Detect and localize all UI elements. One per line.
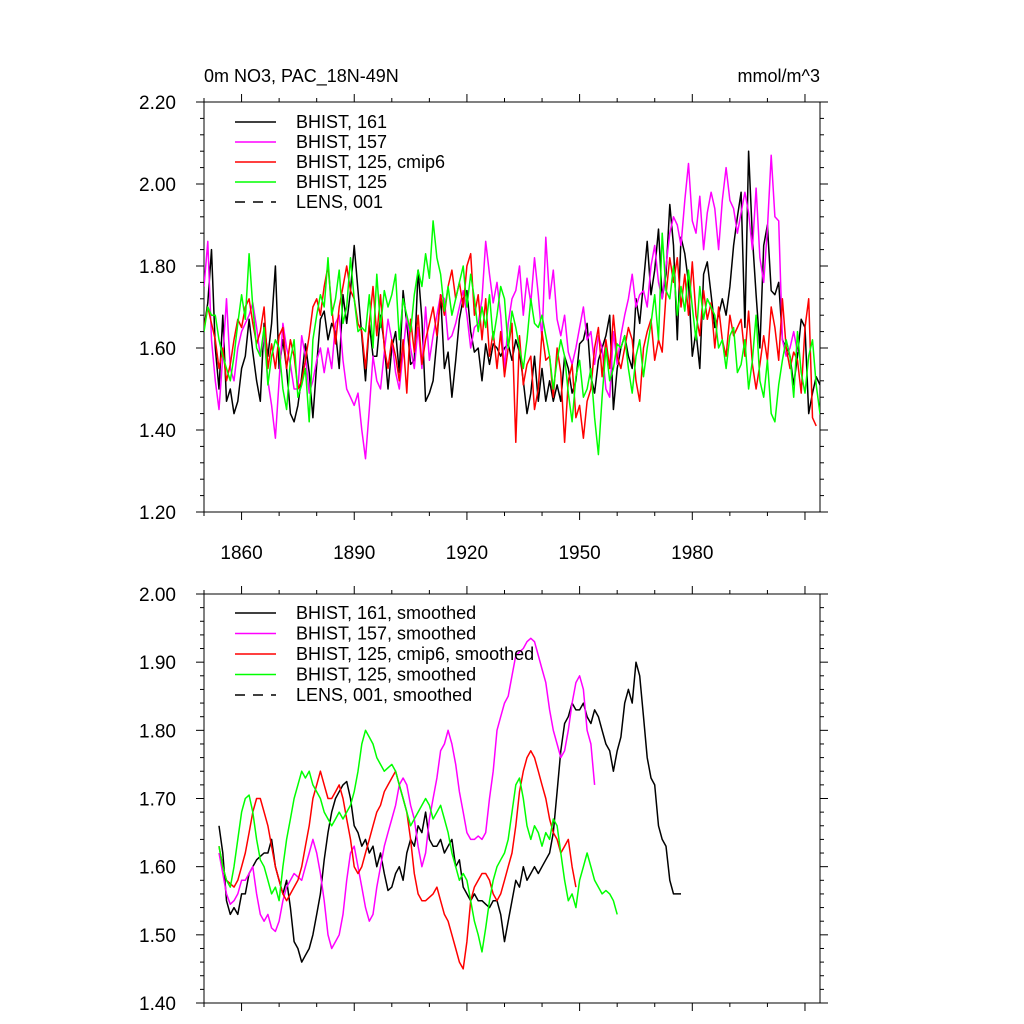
- legend-label: BHIST, 161, smoothed: [296, 603, 476, 623]
- legend-label: BHIST, 157, smoothed: [296, 624, 476, 644]
- x-tick-label: 1860: [220, 543, 262, 564]
- chart-title: 0m NO3, PAC_18N-49N: [204, 66, 399, 87]
- series-line-0: [218, 661, 681, 963]
- y-tick-label: 2.00: [139, 175, 176, 196]
- legend-label: LENS, 001: [296, 192, 383, 212]
- top-panel: 0m NO3, PAC_18N-49N mmol/m^3 1.20 1.40 1.60 1…: [139, 66, 828, 564]
- legend-label: BHIST, 161: [296, 112, 387, 132]
- y-tick-label: 1.40: [139, 994, 176, 1015]
- y-tick-label: 1.80: [139, 257, 176, 278]
- y-tick-label: 1.70: [139, 790, 176, 811]
- x-tick-label: 1980: [671, 543, 713, 564]
- y-tick-label: 2.20: [139, 93, 176, 114]
- y-tick-label: 1.80: [139, 721, 176, 742]
- y-tick-label: 1.60: [139, 339, 176, 360]
- series-line-1: [218, 637, 596, 950]
- x-tick-label: 1890: [333, 543, 375, 564]
- legend-label: BHIST, 125: [296, 172, 387, 192]
- legend-label: BHIST, 125, smoothed: [296, 665, 476, 685]
- y-tick-label: 2.00: [139, 585, 176, 606]
- units-label: mmol/m^3: [738, 66, 820, 86]
- y-tick-label: 1.60: [139, 858, 176, 879]
- y-tick-label: 1.20: [139, 503, 176, 524]
- y-tick-label: 1.90: [139, 653, 176, 674]
- x-tick-label: 1920: [446, 543, 488, 564]
- legend-label: BHIST, 125, cmip6: [296, 152, 445, 172]
- legend-label: LENS, 001, smoothed: [296, 685, 472, 705]
- series-line-2: [218, 750, 577, 970]
- series-line-3: [218, 729, 618, 953]
- legend-label: BHIST, 125, cmip6, smoothed: [296, 644, 534, 664]
- y-tick-label: 1.40: [139, 421, 176, 442]
- legend-label: BHIST, 157: [296, 132, 387, 152]
- plot-frame: [203, 101, 821, 513]
- bottom-panel: 1.40 1.50 1.60 1.70 1.80 1.90 2.00 BHIST, 161, …: [139, 585, 828, 1015]
- y-tick-label: 1.50: [139, 926, 176, 947]
- series-line-0: [204, 150, 820, 423]
- series-line-1: [204, 154, 799, 460]
- series-line-3: [204, 220, 820, 456]
- x-tick-label: 1950: [558, 543, 600, 564]
